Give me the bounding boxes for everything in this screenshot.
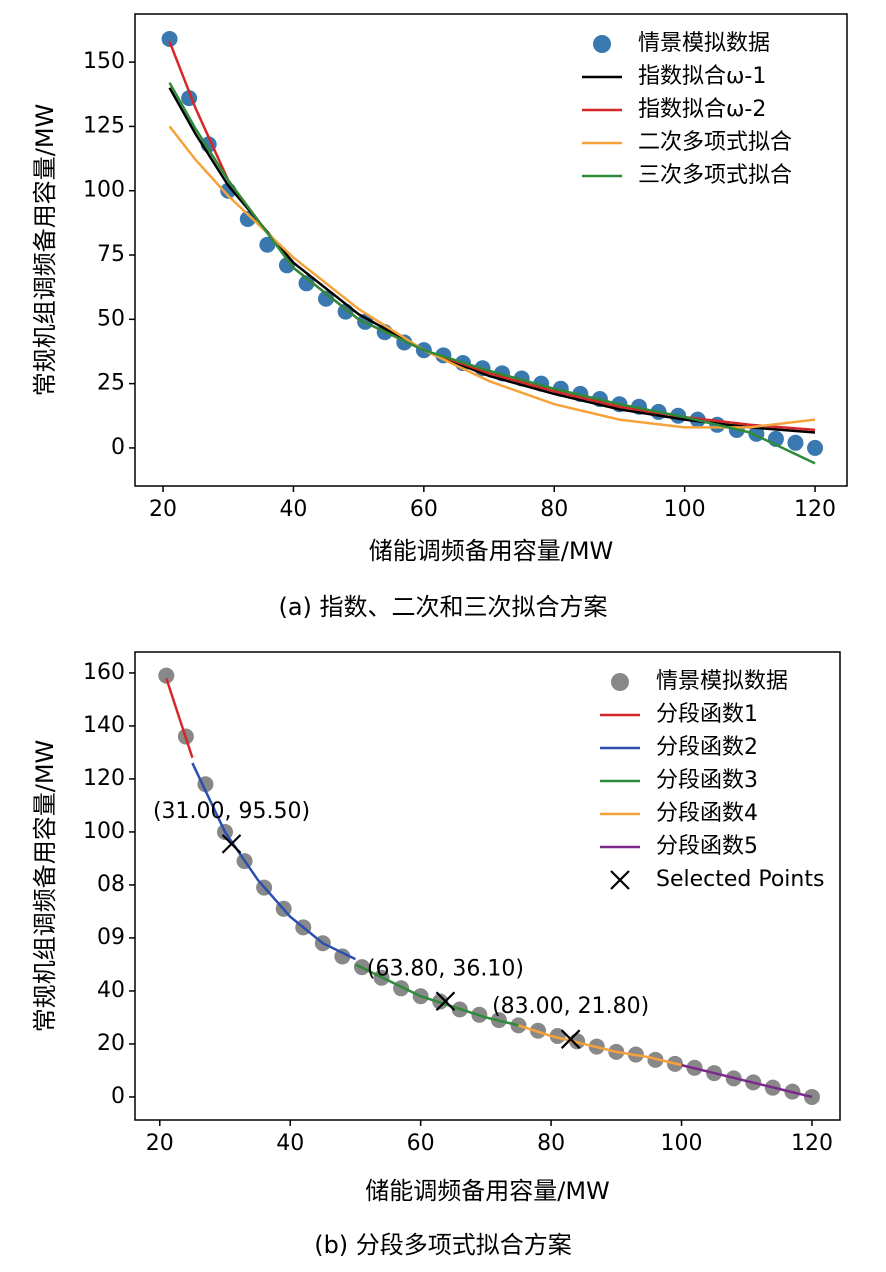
data-point (318, 290, 335, 307)
y-tick-label: 120 (83, 766, 125, 791)
fit-line (168, 125, 816, 429)
caption: (b) 分段多项式拟合方案 (314, 1231, 572, 1259)
data-point (549, 1027, 566, 1044)
x-axis-label: 储能调频备用容量/MW (365, 1177, 610, 1205)
fit-line (191, 762, 356, 961)
fit-line (354, 963, 519, 1027)
legend-label: 分段函数5 (656, 834, 758, 859)
legend-label: 指数拟合ω-1 (638, 64, 766, 89)
data-point (334, 948, 351, 965)
x-tick-label: 40 (279, 497, 307, 522)
legend-label: 分段函数2 (656, 735, 758, 760)
legend-label: 分段函数3 (656, 768, 758, 793)
x-tick-label: 100 (664, 497, 706, 522)
data-point (787, 434, 804, 451)
fit-line (165, 677, 194, 759)
plot-frame (134, 651, 841, 1121)
y-axis-label: 常规机组调频备用容量/MW (31, 104, 59, 397)
selected-point (221, 834, 242, 854)
legend-label: 二次多项式拟合 (638, 130, 792, 155)
x-tick-label: 120 (791, 1131, 833, 1156)
y-tick-label: 100 (83, 819, 125, 844)
y-tick-label: 20 (97, 1031, 125, 1056)
y-tick-label: 140 (83, 713, 125, 738)
data-point (161, 30, 178, 47)
x-tick-label: 60 (407, 1131, 435, 1156)
y-tick-label: 40 (97, 978, 125, 1003)
y-tick-label: 09 (97, 925, 125, 950)
y-tick-label: 75 (97, 242, 125, 267)
y-tick-label: 0 (111, 1084, 125, 1109)
x-tick-label: 80 (540, 497, 568, 522)
legend-label: 指数拟合ω-2 (638, 97, 766, 122)
y-tick-label: 100 (83, 178, 125, 203)
legend-label: 分段函数1 (656, 702, 758, 727)
legend-marker (611, 673, 629, 691)
legend-label: 分段函数4 (656, 801, 758, 826)
data-point (158, 667, 175, 684)
data-point (298, 275, 315, 292)
x-tick-label: 20 (149, 497, 177, 522)
y-tick-label: 08 (97, 872, 125, 897)
fit-line (681, 1063, 813, 1099)
data-point (807, 439, 824, 456)
y-axis-label: 常规机组调频备用容量/MW (31, 740, 59, 1033)
legend-label: 情景模拟数据 (638, 31, 770, 56)
point-label: (63.80, 36.10) (367, 956, 524, 981)
x-tick-label: 60 (410, 497, 438, 522)
legend-label: 三次多项式拟合 (638, 163, 792, 188)
data-point (259, 236, 276, 253)
point-label: (31.00, 95.50) (153, 799, 310, 824)
selected-point (560, 1029, 581, 1049)
x-tick-label: 100 (661, 1131, 703, 1156)
y-tick-label: 50 (97, 306, 125, 331)
y-tick-label: 150 (83, 49, 125, 74)
x-tick-label: 20 (146, 1131, 174, 1156)
point-label: (83.00, 21.80) (492, 994, 649, 1019)
x-tick-label: 40 (276, 1131, 304, 1156)
legend-label: 情景模拟数据 (656, 669, 788, 694)
y-tick-label: 160 (83, 660, 125, 685)
legend-label: Selected Points (656, 867, 824, 892)
selected-point (435, 991, 456, 1012)
legend-marker (593, 35, 611, 53)
y-tick-label: 125 (83, 113, 125, 138)
plot-frame (134, 13, 848, 487)
caption: (a) 指数、二次和三次拟合方案 (278, 593, 607, 621)
y-tick-label: 0 (111, 435, 125, 460)
legend-marker (610, 870, 630, 890)
y-tick-label: 25 (97, 371, 125, 396)
x-axis-label: 储能调频备用容量/MW (369, 537, 614, 565)
x-tick-label: 120 (794, 497, 836, 522)
fit-line (168, 82, 816, 465)
x-tick-label: 80 (537, 1131, 565, 1156)
fit-line (518, 1024, 682, 1067)
